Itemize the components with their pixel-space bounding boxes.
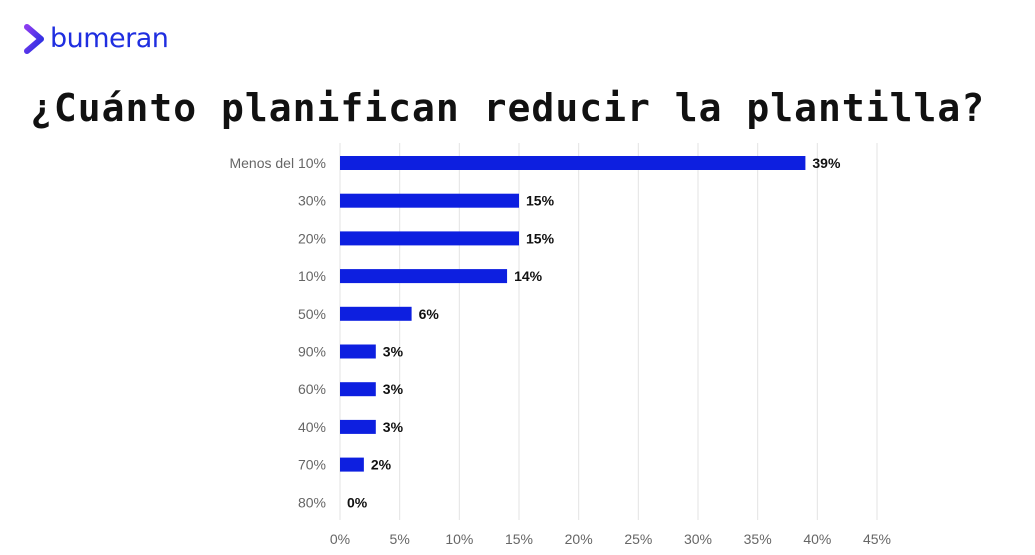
bar xyxy=(340,344,376,359)
category-label: 30% xyxy=(298,193,326,209)
category-label: 50% xyxy=(298,306,326,322)
data-label: 39% xyxy=(812,155,841,171)
bars xyxy=(340,156,806,472)
bumeran-logo: bumeran xyxy=(24,23,169,54)
data-label: 3% xyxy=(383,344,404,360)
data-label: 2% xyxy=(371,457,392,473)
x-tick-label: 15% xyxy=(505,531,533,547)
x-tick-label: 35% xyxy=(744,531,772,547)
bar xyxy=(340,193,519,208)
bar xyxy=(340,419,376,434)
category-label: 10% xyxy=(298,268,326,284)
category-label: 90% xyxy=(298,344,326,360)
bar xyxy=(340,269,508,284)
data-label: 14% xyxy=(514,268,543,284)
category-label: 80% xyxy=(298,494,326,510)
category-labels: Menos del 10% 30% 20% 10% 50% 90% 60% 40% 70% 80% xyxy=(229,155,326,510)
bar xyxy=(340,231,519,246)
bar xyxy=(340,306,412,321)
x-tick-label: 30% xyxy=(684,531,712,547)
x-tick-label: 25% xyxy=(624,531,652,547)
value-labels: 39% 15% 15% 14% 6% 3% 3% 3% 2% 0% xyxy=(347,155,841,510)
x-tick-label: 0% xyxy=(330,531,350,547)
page-title: ¿Cuánto planifican reducir la plantilla? xyxy=(30,86,986,130)
x-tick-label: 40% xyxy=(803,531,831,547)
x-axis-ticks: 0% 5% 10% 15% 20% 25% 30% 35% 40% 45% xyxy=(330,531,891,547)
chevron-logo-icon xyxy=(24,24,44,54)
x-tick-label: 45% xyxy=(863,531,891,547)
category-label: 60% xyxy=(298,381,326,397)
x-tick-label: 10% xyxy=(445,531,473,547)
category-label: Menos del 10% xyxy=(229,155,326,171)
data-label: 15% xyxy=(526,230,555,246)
x-tick-label: 5% xyxy=(390,531,410,547)
brand-name: bumeran xyxy=(50,23,169,54)
bar xyxy=(340,457,364,472)
data-label: 3% xyxy=(383,419,404,435)
bar xyxy=(340,156,806,170)
bar xyxy=(340,382,376,397)
category-label: 40% xyxy=(298,419,326,435)
category-label: 20% xyxy=(298,230,326,246)
data-label: 6% xyxy=(419,306,440,322)
category-label: 70% xyxy=(298,457,326,473)
x-tick-label: 20% xyxy=(565,531,593,547)
data-label: 0% xyxy=(347,494,368,510)
data-label: 15% xyxy=(526,193,555,209)
data-label: 3% xyxy=(383,381,404,397)
